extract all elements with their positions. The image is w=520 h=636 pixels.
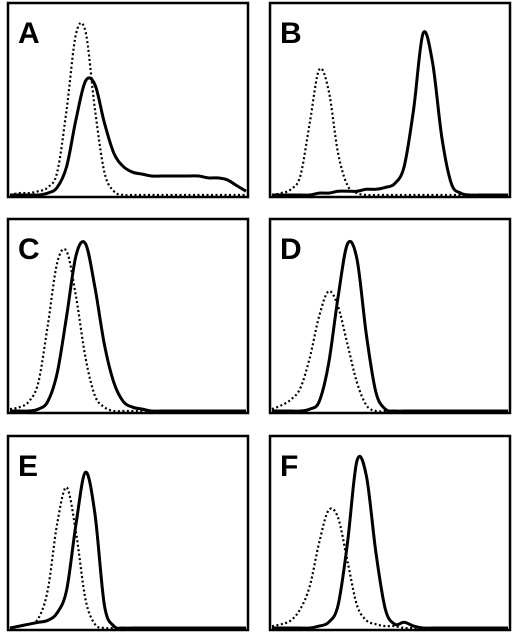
histogram-curve xyxy=(272,454,508,630)
panel-frame xyxy=(6,217,250,415)
panel-frame xyxy=(268,434,512,632)
panel: F xyxy=(268,434,512,632)
panel: A xyxy=(6,1,250,199)
panel-frame xyxy=(268,1,512,199)
panel-label: C xyxy=(18,233,40,266)
histogram-curve xyxy=(271,239,508,413)
histogram-curve xyxy=(9,247,246,413)
panel-frame xyxy=(268,217,512,415)
panel: E xyxy=(6,434,250,632)
panel: D xyxy=(268,217,512,415)
panel-label: D xyxy=(280,233,302,266)
panel-label: F xyxy=(280,450,298,483)
panel-label: B xyxy=(280,17,302,50)
histogram-curve xyxy=(9,470,246,630)
histogram-curve xyxy=(272,30,508,197)
panel-label: A xyxy=(18,17,40,50)
panel-label: E xyxy=(18,450,38,483)
histogram-curve xyxy=(9,240,246,413)
panel-frame xyxy=(6,434,250,632)
panel: B xyxy=(268,1,512,199)
panel-frame xyxy=(6,1,250,199)
panel: C xyxy=(6,217,250,415)
histogram-curve xyxy=(10,76,247,197)
histogram-curve xyxy=(9,21,246,197)
